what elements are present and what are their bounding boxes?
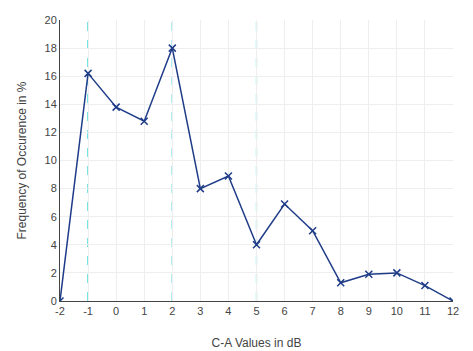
svg-text:-2: -2 [55,305,65,317]
svg-text:-1: -1 [83,305,93,317]
svg-text:4: 4 [51,239,57,251]
svg-text:12: 12 [447,305,459,317]
svg-text:C-A Values in dB: C-A Values in dB [212,336,302,350]
svg-text:2: 2 [51,267,57,279]
svg-text:16: 16 [45,70,57,82]
svg-text:8: 8 [338,305,344,317]
svg-text:Frequency of Occurence in %: Frequency of Occurence in % [15,81,29,239]
svg-text:4: 4 [225,305,231,317]
svg-text:20: 20 [45,14,57,26]
svg-text:7: 7 [310,305,316,317]
svg-text:0: 0 [113,305,119,317]
svg-text:0: 0 [51,295,57,307]
svg-text:6: 6 [282,305,288,317]
svg-text:6: 6 [51,211,57,223]
svg-text:1: 1 [141,305,147,317]
svg-text:14: 14 [45,98,57,110]
svg-text:8: 8 [51,182,57,194]
svg-text:11: 11 [419,305,430,317]
svg-text:12: 12 [45,126,57,138]
svg-text:3: 3 [197,305,203,317]
svg-text:10: 10 [45,154,57,166]
svg-text:10: 10 [391,305,403,317]
svg-text:18: 18 [45,42,57,54]
svg-text:2: 2 [169,305,175,317]
svg-text:9: 9 [366,305,372,317]
svg-text:5: 5 [253,305,259,317]
